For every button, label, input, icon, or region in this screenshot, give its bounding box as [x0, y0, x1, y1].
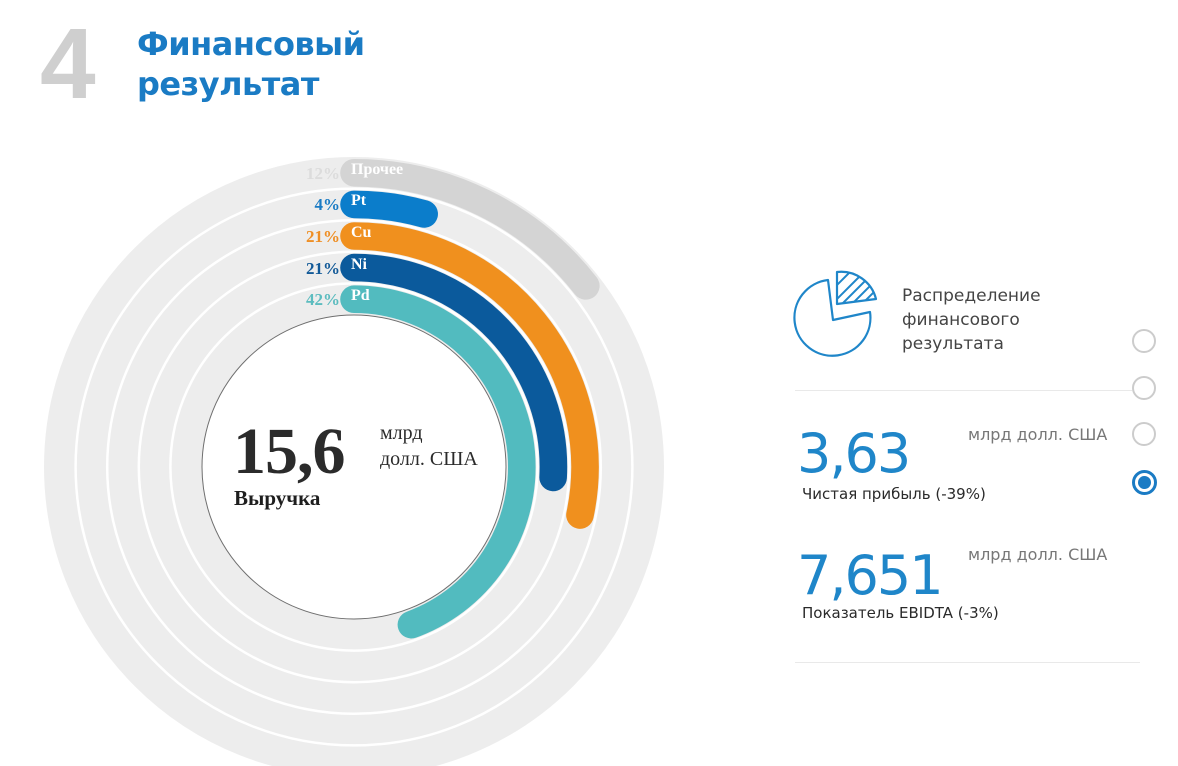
center-unit-line2: долл. США — [380, 448, 478, 470]
center-unit-line1: млрд — [380, 422, 423, 444]
center-unit: млрд долл. США — [380, 420, 478, 472]
revenue-radial-chart — [44, 157, 664, 766]
panel-title: Распределение финансового результата — [902, 284, 1041, 356]
ring-arc-ni — [340, 253, 568, 492]
ring-category-label: Pt — [351, 192, 367, 210]
panel-title-line2: финансового — [902, 310, 1020, 330]
divider-top — [795, 390, 1132, 391]
center-label: Выручка — [234, 486, 321, 510]
ring-arc-cu — [340, 222, 599, 529]
metric-net-profit-label: Чистая прибыль (-39%) — [802, 485, 986, 503]
section-title: Финансовый результат — [137, 24, 365, 104]
ring-category-label: Cu — [351, 224, 372, 241]
metric-ebitda-value: 7,651 — [797, 544, 944, 607]
ring-percent-label: 4% — [314, 195, 341, 215]
pagination-dot-3[interactable] — [1132, 422, 1156, 446]
pagination-dot-4-selected[interactable] — [1132, 470, 1157, 495]
ring-separator — [137, 250, 571, 684]
ring-category-label: Pd — [351, 287, 370, 305]
ring-category-label: Ni — [351, 255, 367, 273]
ring-percent-label: 12% — [306, 163, 340, 183]
ring-arc-pd — [340, 285, 536, 639]
section-title-line2: результат — [137, 65, 319, 103]
panel-title-line3: результата — [902, 334, 1004, 354]
section-title-line1: Финансовый — [137, 25, 365, 63]
metric-ebitda-unit: млрд долл. США — [968, 545, 1108, 564]
ring-arc-pt — [340, 190, 438, 228]
ring-arc-other — [340, 159, 600, 300]
panel-title-line1: Распределение — [902, 286, 1041, 306]
ring-percent-label: 21% — [306, 227, 340, 246]
ring-percent-label: 42% — [306, 290, 340, 310]
section-number: 4 — [40, 8, 96, 120]
metric-net-profit-value: 3,63 — [797, 422, 911, 485]
center-value: 15,6 — [233, 415, 345, 488]
divider-bottom — [795, 662, 1140, 663]
metric-net-profit-unit: млрд долл. США — [968, 425, 1108, 444]
pagination-dot-1[interactable] — [1132, 329, 1156, 353]
ring-category-label: Прочее — [351, 160, 404, 178]
ring-percent-label: 21% — [306, 258, 340, 278]
ring-separator — [74, 187, 634, 747]
ring-separator — [105, 218, 603, 716]
metric-ebitda-label: Показатель EBIDTA (-3%) — [802, 604, 999, 622]
pie-chart-icon — [793, 270, 878, 357]
ring-arcs — [340, 159, 600, 639]
pagination-dot-2[interactable] — [1132, 376, 1156, 400]
center-circle — [201, 314, 507, 620]
ring-separator — [169, 282, 539, 652]
